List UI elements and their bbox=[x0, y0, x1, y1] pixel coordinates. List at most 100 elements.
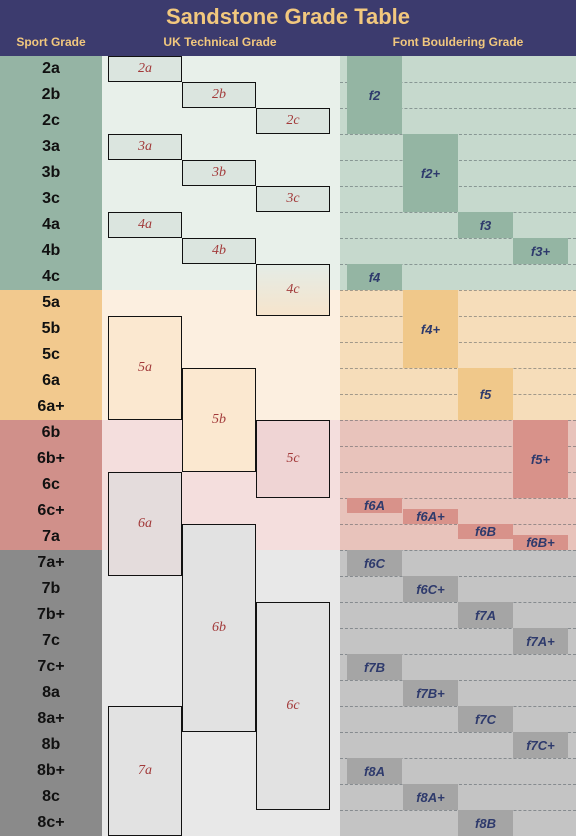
font-grade-box: f3+ bbox=[513, 238, 568, 264]
row-guide bbox=[340, 549, 576, 551]
sport-band bbox=[0, 56, 102, 290]
row-guide bbox=[340, 679, 576, 681]
sport-grade-label: 8c+ bbox=[37, 814, 65, 831]
font-grade-box: f7B+ bbox=[403, 680, 458, 706]
row-guide bbox=[340, 185, 576, 187]
sport-grade-label: 8a+ bbox=[37, 710, 65, 727]
font-band bbox=[340, 550, 576, 836]
row-guide bbox=[340, 731, 576, 733]
sport-grade-label: 7b bbox=[41, 580, 61, 597]
font-grade-box: f6C+ bbox=[403, 576, 458, 602]
row-guide bbox=[340, 341, 576, 343]
sport-grade-label: 7b+ bbox=[36, 606, 65, 623]
sport-grade-label: 3c bbox=[42, 190, 60, 207]
sport-grade-label: 6a+ bbox=[37, 398, 65, 415]
uk-grade-box: 3b bbox=[182, 160, 256, 186]
row-guide bbox=[340, 263, 576, 265]
uk-grade-box: 2c bbox=[256, 108, 330, 134]
sport-grade-label: 7c bbox=[42, 632, 60, 649]
font-grade-box: f4 bbox=[347, 264, 402, 290]
uk-grade-box: 2b bbox=[182, 82, 256, 108]
uk-grade-header: UK Technical Grade bbox=[163, 35, 277, 49]
font-grade-box: f5+ bbox=[513, 420, 568, 498]
sport-grade-header: Sport Grade bbox=[16, 35, 86, 49]
row-guide bbox=[340, 445, 576, 447]
row-guide bbox=[340, 237, 576, 239]
uk-grade-box: 2a bbox=[108, 56, 182, 82]
uk-grade-box: 4b bbox=[182, 238, 256, 264]
font-grade-box: f6A bbox=[347, 498, 402, 513]
uk-grade-box: 6a bbox=[108, 472, 182, 576]
sport-grade-label: 8a bbox=[42, 684, 60, 701]
font-grade-box: f6C bbox=[347, 550, 402, 576]
font-grade-header: Font Bouldering Grade bbox=[392, 35, 524, 49]
sport-grade-label: 4b bbox=[41, 242, 61, 259]
row-guide bbox=[340, 627, 576, 629]
sport-grade-label: 6b bbox=[41, 424, 61, 441]
sport-grade-label: 7a bbox=[42, 528, 60, 545]
column-gap bbox=[338, 550, 340, 836]
sport-grade-label: 4a bbox=[42, 216, 60, 233]
font-grade-box: f2+ bbox=[403, 134, 458, 212]
sport-grade-label: 5b bbox=[41, 320, 61, 337]
font-grade-box: f8B bbox=[458, 810, 513, 836]
font-grade-box: f7A bbox=[458, 602, 513, 628]
font-grade-box: f8A+ bbox=[403, 784, 458, 810]
row-guide bbox=[340, 419, 576, 421]
sport-grade-label: 6c+ bbox=[37, 502, 65, 519]
row-guide bbox=[340, 315, 576, 317]
font-grade-box: f3 bbox=[458, 212, 513, 238]
font-grade-box: f6B+ bbox=[513, 535, 568, 550]
row-guide bbox=[340, 757, 576, 759]
sport-grade-label: 6b+ bbox=[36, 450, 65, 467]
uk-grade-box: 5c bbox=[256, 420, 330, 498]
row-guide bbox=[340, 159, 576, 161]
row-guide bbox=[340, 497, 576, 499]
sport-grade-label: 8c bbox=[42, 788, 60, 805]
sport-grade-label: 2b bbox=[41, 86, 61, 103]
column-gap bbox=[338, 56, 340, 290]
font-grade-box: f2 bbox=[347, 56, 402, 134]
font-grade-box: f7B bbox=[347, 654, 402, 680]
sport-grade-label: 5a bbox=[42, 294, 60, 311]
uk-grade-box: 3a bbox=[108, 134, 182, 160]
font-grade-box: f7C bbox=[458, 706, 513, 732]
row-guide bbox=[340, 783, 576, 785]
sport-grade-label: 2a bbox=[42, 60, 60, 77]
column-gap bbox=[338, 420, 340, 550]
sport-grade-label: 7c+ bbox=[37, 658, 65, 675]
page-title: Sandstone Grade Table bbox=[165, 4, 411, 29]
sport-band bbox=[0, 290, 102, 420]
sport-grade-label: 6a bbox=[42, 372, 60, 389]
uk-grade-box: 4c bbox=[256, 264, 330, 316]
sport-grade-label: 8b bbox=[41, 736, 61, 753]
uk-grade-box: 6b bbox=[182, 524, 256, 732]
font-grade-box: f5 bbox=[458, 368, 513, 420]
sport-band bbox=[0, 420, 102, 550]
sport-grade-label: 4c bbox=[42, 268, 60, 285]
font-grade-box: f6A+ bbox=[403, 509, 458, 524]
row-guide bbox=[340, 653, 576, 655]
sport-grade-label: 8b+ bbox=[36, 762, 65, 779]
row-guide bbox=[340, 575, 576, 577]
uk-grade-box: 5a bbox=[108, 316, 182, 420]
font-grade-box: f7C+ bbox=[513, 732, 568, 758]
sport-grade-label: 5c bbox=[42, 346, 60, 363]
uk-grade-box: 6c bbox=[256, 602, 330, 810]
sport-grade-label: 3b bbox=[41, 164, 61, 181]
uk-grade-box: 5b bbox=[182, 368, 256, 472]
row-guide bbox=[340, 289, 576, 291]
font-grade-box: f8A bbox=[347, 758, 402, 784]
uk-grade-box: 4a bbox=[108, 212, 182, 238]
column-gap bbox=[338, 290, 340, 420]
row-guide bbox=[340, 81, 576, 83]
font-grade-box: f4+ bbox=[403, 290, 458, 368]
sport-grade-label: 3a bbox=[42, 138, 60, 155]
sport-band bbox=[0, 550, 102, 836]
font-grade-box: f7A+ bbox=[513, 628, 568, 654]
row-guide bbox=[340, 471, 576, 473]
sport-grade-label: 6c bbox=[42, 476, 60, 493]
uk-grade-box: 7a bbox=[108, 706, 182, 836]
sport-grade-label: 7a+ bbox=[37, 554, 65, 571]
